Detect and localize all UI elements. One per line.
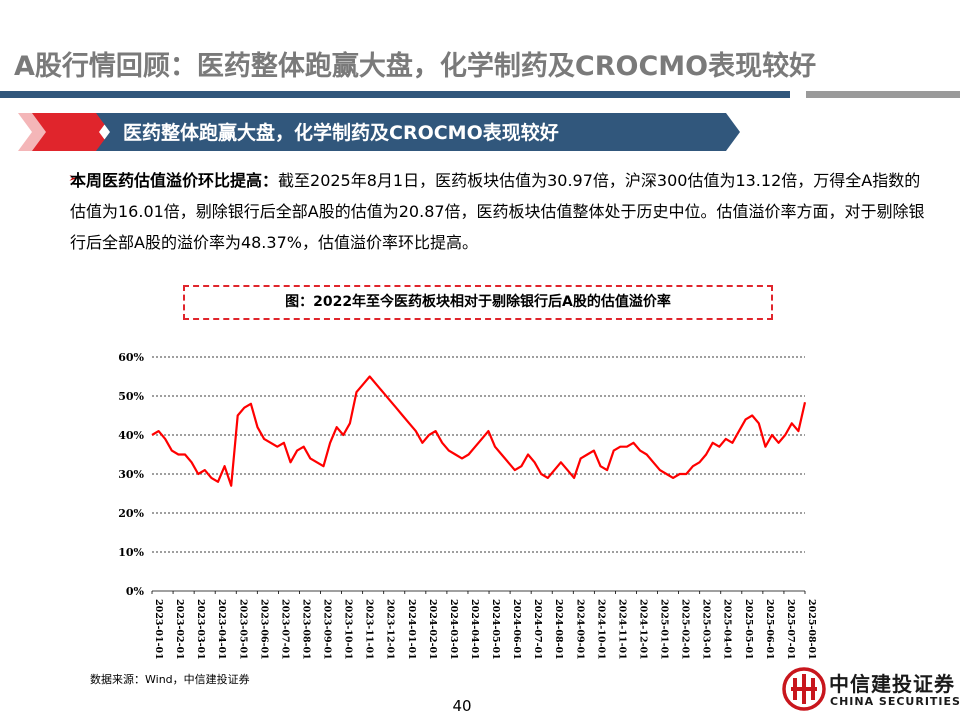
x-tick-label: 2023-07-01 xyxy=(279,599,290,660)
data-source: 数据来源：Wind，中信建投证券 xyxy=(90,673,250,686)
y-tick-label: 60% xyxy=(118,351,144,364)
x-tick-label: 2024-10-01 xyxy=(595,599,606,660)
x-tick-label: 2024-05-01 xyxy=(490,599,501,660)
x-tick-label: 2025-02-01 xyxy=(680,599,691,660)
page-number: 40 xyxy=(452,697,472,715)
x-tick-label: 2024-11-01 xyxy=(616,599,627,660)
y-tick-label: 30% xyxy=(118,468,144,481)
x-tick-label: 2023-01-01 xyxy=(153,599,164,660)
x-tick-label: 2024-02-01 xyxy=(427,599,438,660)
x-tick-label: 2023-08-01 xyxy=(300,599,311,660)
company-logo: 中信建投证券 CHINA SECURITIES xyxy=(781,662,960,716)
bullet-lead: 本周医药估值溢价环比提高： xyxy=(70,171,279,190)
x-tick-label: 2025-04-01 xyxy=(722,599,733,660)
x-tick-label: 2023-09-01 xyxy=(322,599,333,660)
page-title: A股行情回顾：医药整体跑赢大盘，化学制药及CROCMO表现较好 xyxy=(14,51,817,82)
x-tick-label: 2023-06-01 xyxy=(258,599,269,660)
x-tick-label: 2025-06-01 xyxy=(764,599,775,660)
x-tick-label: 2024-01-01 xyxy=(406,599,417,660)
x-tick-label: 2023-10-01 xyxy=(343,599,354,660)
banner-shape xyxy=(18,113,740,151)
y-tick-label: 20% xyxy=(118,507,144,520)
y-tick-label: 50% xyxy=(118,390,144,403)
bullet-arrow-icon: ➢ xyxy=(68,171,79,186)
section-banner: 医药整体跑赢大盘，化学制药及CROCMO表现较好 xyxy=(18,113,740,151)
x-tick-label: 2025-05-01 xyxy=(743,599,754,660)
x-tick-label: 2025-01-01 xyxy=(659,599,670,660)
logo-chinese-name: 中信建投证券 xyxy=(829,672,955,696)
logo-english-name: CHINA SECURITIES xyxy=(830,695,960,708)
x-tick-label: 2024-12-01 xyxy=(637,599,648,660)
premium-line-chart: 0% 10% 20% 30% 40% 50% 60% 2023-01-01 2023-02-01… xyxy=(118,351,817,660)
y-tick-label: 40% xyxy=(118,429,144,442)
x-tick-label: 2025-08-01 xyxy=(806,599,817,660)
y-tick-label: 0% xyxy=(126,585,145,598)
banner-text: 医药整体跑赢大盘，化学制药及CROCMO表现较好 xyxy=(123,122,559,144)
x-tick-label: 2024-04-01 xyxy=(469,599,480,660)
logo-emblem-icon xyxy=(782,667,826,711)
x-tick-label: 2024-06-01 xyxy=(511,599,522,660)
title-underline-blue xyxy=(0,91,790,98)
x-tick-label: 2024-09-01 xyxy=(574,599,585,660)
x-tick-label: 2023-03-01 xyxy=(195,599,206,660)
bullet-body: 截至2025年8月1日，医药板块估值为30.97倍，沪深300估值为13.12倍… xyxy=(70,171,925,252)
x-tick-label: 2023-11-01 xyxy=(364,599,375,660)
y-tick-label: 10% xyxy=(118,546,144,559)
x-tick-label: 2023-12-01 xyxy=(385,599,396,660)
x-tick-label: 2024-08-01 xyxy=(553,599,564,660)
banner-body xyxy=(96,113,740,151)
banner-left-chevron-red xyxy=(32,113,113,151)
premium-series-line xyxy=(151,375,807,487)
figure-caption: 图：2022年至今医药板块相对于剔除银行后A股的估值溢价率 xyxy=(183,285,773,320)
x-tick-label: 2025-03-01 xyxy=(701,599,712,660)
x-tick-label: 2024-07-01 xyxy=(532,599,543,660)
x-tick-label: 2023-02-01 xyxy=(174,599,185,660)
x-tick-label: 2023-04-01 xyxy=(216,599,227,660)
title-underline-gray xyxy=(806,91,960,98)
x-tick-label: 2023-05-01 xyxy=(237,599,248,660)
bullet-paragraph: 本周医药估值溢价环比提高：截至2025年8月1日，医药板块估值为30.97倍，沪… xyxy=(70,165,930,258)
x-tick-label: 2024-03-01 xyxy=(448,599,459,660)
x-tick-label: 2025-07-01 xyxy=(785,599,796,660)
